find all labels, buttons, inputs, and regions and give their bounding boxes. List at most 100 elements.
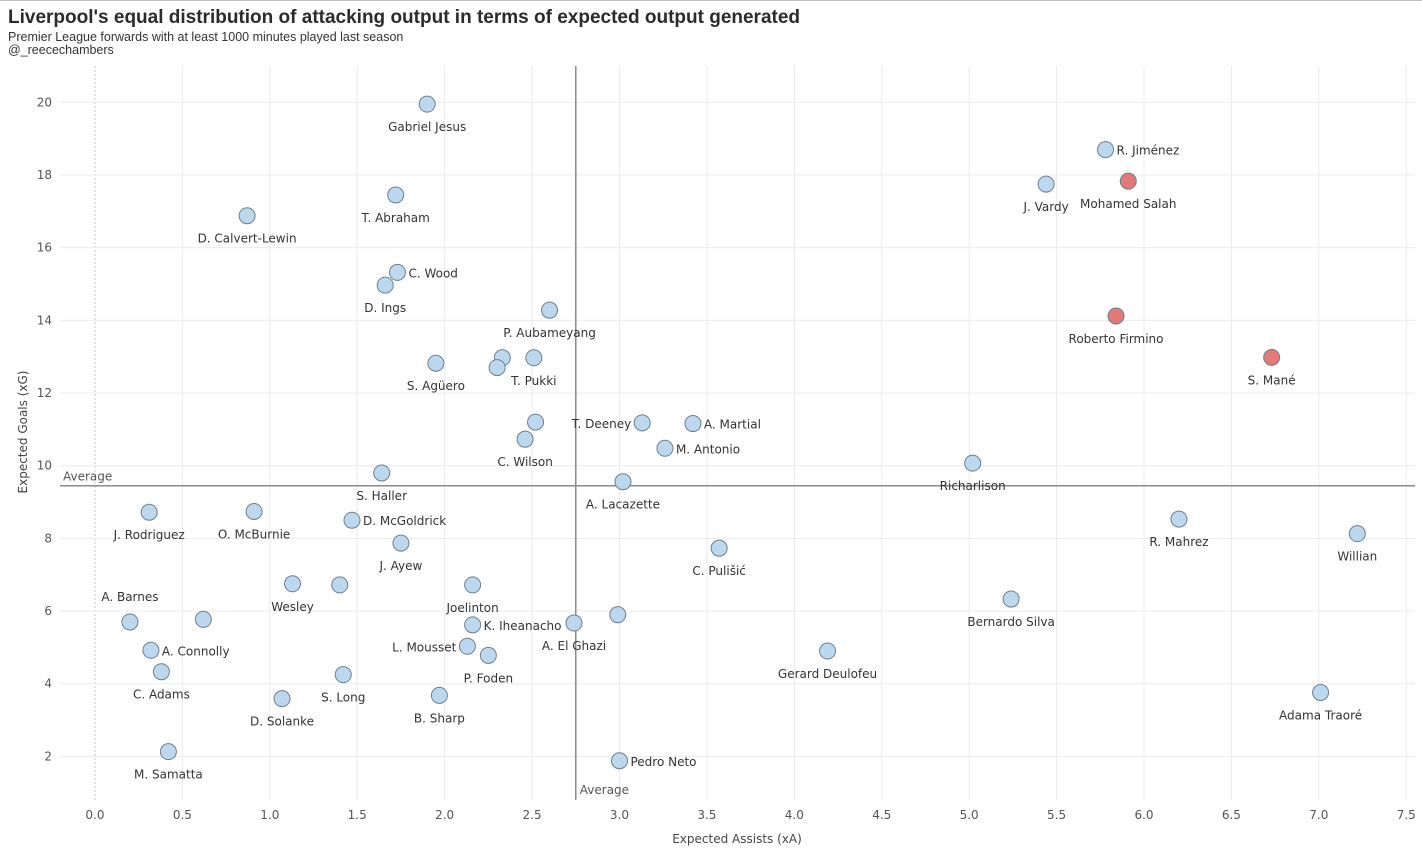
data-point[interactable]: [121, 613, 139, 631]
data-point[interactable]: [516, 430, 534, 448]
data-point[interactable]: [1037, 175, 1055, 193]
x-tick-label: 2.0: [435, 808, 454, 822]
data-point[interactable]: [238, 207, 256, 225]
data-point[interactable]: [1348, 525, 1366, 543]
data-point[interactable]: [1170, 510, 1188, 528]
data-point[interactable]: [656, 439, 674, 457]
point-label: S. Haller: [356, 489, 407, 503]
point-label: D. Ings: [364, 301, 406, 315]
data-point[interactable]: [376, 276, 394, 294]
point-label: M. Samatta: [134, 768, 203, 782]
data-point[interactable]: [479, 646, 497, 664]
point-label: Bernardo Silva: [967, 615, 1055, 629]
point-label: A. Barnes: [101, 590, 158, 604]
point-label: S. Long: [321, 691, 365, 705]
data-point[interactable]: [392, 534, 410, 552]
data-point[interactable]: [1097, 141, 1115, 159]
point-label: D. Calvert-Lewin: [198, 232, 297, 246]
data-point[interactable]: [684, 415, 702, 433]
data-point[interactable]: [140, 503, 158, 521]
data-point[interactable]: [387, 186, 405, 204]
data-point[interactable]: [331, 576, 349, 594]
y-average-label: Average: [63, 470, 112, 484]
point-label: O. McBurnie: [218, 527, 290, 541]
point-label: A. Martial: [704, 418, 761, 432]
point-label: J. Rodriguez: [113, 528, 185, 542]
data-point[interactable]: [430, 686, 448, 704]
data-point[interactable]: [565, 614, 583, 632]
data-point[interactable]: [819, 642, 837, 660]
highlight-point[interactable]: [1119, 172, 1137, 190]
data-point[interactable]: [633, 414, 651, 432]
data-point[interactable]: [458, 637, 476, 655]
data-point[interactable]: [525, 349, 543, 367]
point-label: J. Vardy: [1022, 200, 1068, 214]
data-point[interactable]: [373, 464, 391, 482]
x-tick-label: 6.5: [1222, 808, 1241, 822]
data-point[interactable]: [194, 610, 212, 628]
y-tick-label: 6: [44, 604, 52, 618]
data-point[interactable]: [710, 539, 728, 557]
x-tick-label: 3.5: [697, 808, 716, 822]
y-tick-label: 2: [44, 749, 52, 763]
point-label: Gerard Deulofeu: [778, 667, 877, 681]
data-point[interactable]: [245, 502, 263, 520]
data-point[interactable]: [159, 743, 177, 761]
point-label: R. Jiménez: [1117, 144, 1180, 158]
data-point[interactable]: [152, 663, 170, 681]
y-tick-label: 4: [44, 677, 52, 691]
data-point[interactable]: [1312, 683, 1330, 701]
x-tick-label: 7.5: [1397, 808, 1416, 822]
label-layer: Gabriel Jesus R. Jiménez Mohamed Salah J. V…: [101, 120, 1377, 782]
y-tick-label: 20: [37, 95, 52, 109]
data-point[interactable]: [273, 690, 291, 708]
data-point[interactable]: [609, 606, 627, 624]
data-point[interactable]: [614, 473, 632, 491]
data-point[interactable]: [334, 666, 352, 684]
data-point[interactable]: [527, 413, 545, 431]
data-point[interactable]: [488, 359, 506, 377]
point-label: C. Wilson: [497, 455, 552, 469]
highlight-point[interactable]: [1107, 307, 1125, 325]
data-point[interactable]: [541, 301, 559, 319]
data-point[interactable]: [464, 576, 482, 594]
axis-layer: 0.0 0.5 1.0 1.5 2.0 2.5 3.0 3.5 4.0 4.5 5.0 5.5 6.0 6…: [37, 95, 1416, 822]
data-point[interactable]: [610, 752, 628, 770]
point-label: D. McGoldrick: [363, 514, 446, 528]
point-label: Adama Traoré: [1279, 708, 1362, 722]
x-tick-label: 0.5: [173, 808, 192, 822]
point-label: Wesley: [271, 600, 314, 614]
point-label: A. Connolly: [162, 644, 230, 658]
x-average-label: Average: [580, 783, 629, 797]
point-label: Willian: [1337, 550, 1377, 564]
data-point[interactable]: [388, 263, 406, 281]
point-label: P. Aubameyang: [503, 326, 596, 340]
data-point[interactable]: [418, 95, 436, 113]
x-tick-label: 5.5: [1047, 808, 1066, 822]
x-tick-label: 3.0: [610, 808, 629, 822]
top-divider: [0, 0, 1422, 1]
data-point[interactable]: [1002, 590, 1020, 608]
x-tick-label: 6.0: [1134, 808, 1153, 822]
data-point[interactable]: [464, 616, 482, 634]
data-point[interactable]: [343, 511, 361, 529]
point-label: J. Ayew: [378, 559, 422, 573]
x-tick-label: 4.0: [785, 808, 804, 822]
data-point[interactable]: [284, 575, 302, 593]
chart-title: Liverpool's equal distribution of attack…: [8, 7, 801, 28]
data-point[interactable]: [427, 354, 445, 372]
point-label: Mohamed Salah: [1080, 197, 1176, 211]
y-tick-label: 18: [37, 168, 52, 182]
highlight-point[interactable]: [1263, 348, 1281, 366]
point-label: B. Sharp: [414, 711, 465, 725]
x-axis-title: Expected Assists (xA): [672, 832, 802, 846]
point-label: T. Pukki: [510, 374, 556, 388]
data-point[interactable]: [964, 454, 982, 472]
point-label: A. Lacazette: [586, 498, 660, 512]
point-label: D. Solanke: [250, 715, 314, 729]
y-tick-label: 8: [44, 531, 52, 545]
x-tick-label: 2.5: [523, 808, 542, 822]
data-point[interactable]: [142, 641, 160, 659]
y-axis-title: Expected Goals (xG): [16, 371, 30, 494]
